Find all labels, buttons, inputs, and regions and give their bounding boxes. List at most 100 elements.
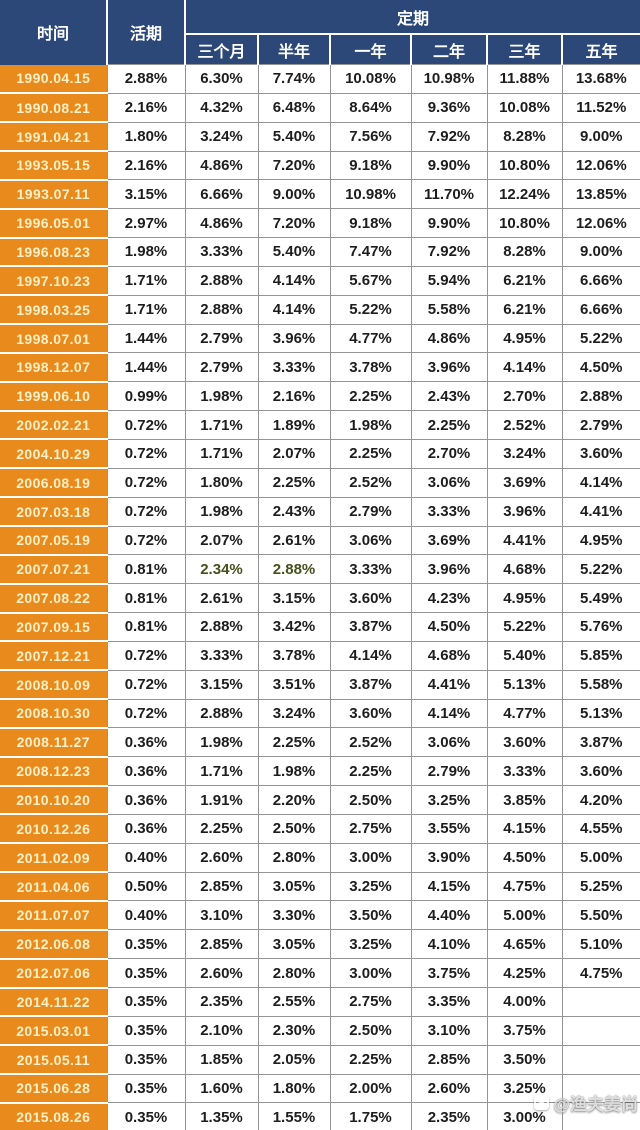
rate-cell: 2.75%: [329, 987, 412, 1017]
rate-cell: 2.88%: [257, 554, 331, 585]
rate-cell: 4.41%: [486, 525, 563, 556]
table-row: 2014.11.22 0.35% 2.35% 2.55% 2.75% 3.35% 4.00%: [0, 987, 640, 1018]
rate-cell: 4.75%: [561, 958, 640, 988]
table-row: 2007.09.15 0.81% 2.88% 3.42% 3.87% 4.50% 5.22%…: [0, 612, 640, 643]
rate-cell: 3.35%: [410, 987, 488, 1017]
rate-cell: 3.60%: [329, 698, 412, 729]
rate-cell: 2.05%: [257, 1044, 331, 1075]
rate-cell: 3.96%: [410, 554, 488, 585]
rate-cell: 3.51%: [257, 669, 331, 700]
rate-cell: 8.28%: [486, 121, 563, 152]
rate-cell: 1.44%: [106, 352, 186, 383]
date-cell: 1996.05.01: [0, 208, 108, 239]
table-row: 2006.08.19 0.72% 1.80% 2.25% 2.52% 3.06% 3.69%…: [0, 467, 640, 499]
col-header-3year: 三年: [486, 34, 562, 65]
rate-cell: 5.58%: [410, 294, 488, 325]
rate-cell: 0.35%: [106, 1044, 186, 1075]
date-cell: 1998.07.01: [0, 324, 108, 354]
rate-cell: 2.85%: [184, 871, 259, 902]
rate-cell: 3.96%: [486, 496, 563, 527]
rate-cell: 2.35%: [184, 987, 259, 1017]
table-row: 2015.06.28 0.35% 1.60% 1.80% 2.00% 2.60% 3.25%: [0, 1073, 640, 1104]
table-row: 1990.04.15 2.88% 6.30% 7.74% 10.08% 10.98% 11.…: [0, 64, 640, 95]
rate-cell: 3.24%: [257, 698, 331, 729]
rate-cell: 4.68%: [410, 640, 488, 671]
rate-cell: 2.88%: [184, 294, 259, 325]
rate-cell: 2.79%: [410, 756, 488, 787]
date-cell: 1990.08.21: [0, 93, 108, 124]
rate-cell: 2.88%: [184, 612, 259, 642]
rate-cell: 2.75%: [329, 813, 412, 844]
rate-cell: 3.10%: [410, 1015, 488, 1046]
date-cell: 2010.12.26: [0, 814, 108, 845]
date-cell: 2007.09.15: [0, 612, 108, 643]
rate-cell: 2.43%: [257, 496, 331, 527]
rate-cell: 3.33%: [410, 496, 488, 527]
rate-cell: 5.00%: [561, 842, 640, 873]
rate-cell: 4.14%: [410, 698, 488, 729]
rate-cell: 0.50%: [106, 871, 186, 902]
rate-cell: 5.40%: [486, 640, 563, 671]
rate-cell: 2.61%: [184, 583, 259, 614]
rate-cell: 1.55%: [257, 1102, 331, 1130]
rate-cell: 2.25%: [329, 381, 412, 412]
date-cell: 2015.08.26: [0, 1102, 108, 1130]
rate-cell: 5.49%: [561, 583, 640, 614]
rate-cell: 0.72%: [106, 640, 186, 671]
rate-cell: 8.28%: [486, 237, 563, 267]
date-cell: 2007.12.21: [0, 641, 108, 672]
rate-cell: [561, 1044, 640, 1075]
rate-cell: 1.35%: [184, 1102, 259, 1130]
rate-cell: 5.10%: [561, 929, 640, 960]
rate-cell: 4.50%: [561, 352, 640, 383]
table-row: 2012.06.08 0.35% 2.85% 3.05% 3.25% 4.10% 4.65%…: [0, 929, 640, 960]
rate-cell: 0.35%: [106, 929, 186, 960]
table-row: 2007.07.21 0.81% 2.34% 2.88% 3.33% 3.96% 4.68%…: [0, 554, 640, 585]
col-header-5year: 五年: [560, 34, 640, 65]
rate-cell: 0.36%: [106, 785, 186, 815]
rate-cell: 2.07%: [184, 525, 259, 556]
rate-cell: 3.60%: [561, 438, 640, 469]
rate-cell: 2.25%: [257, 467, 331, 498]
rate-cell: 9.18%: [329, 208, 412, 239]
rate-cell: 4.14%: [257, 294, 331, 325]
rate-cell: 0.35%: [106, 1015, 186, 1046]
col-header-2year: 二年: [410, 34, 487, 65]
rate-cell: 3.96%: [410, 352, 488, 383]
rate-cell: 3.75%: [410, 958, 488, 988]
rate-cell: 4.25%: [486, 958, 563, 988]
date-cell: 2008.10.09: [0, 670, 108, 701]
rate-cell: 7.20%: [257, 150, 331, 181]
rate-cell: 2.52%: [329, 727, 412, 758]
rate-cell: 1.71%: [106, 294, 186, 325]
rate-cell: 2.60%: [410, 1073, 488, 1104]
rate-cell: 3.25%: [486, 1073, 563, 1104]
rate-cell: 3.25%: [329, 929, 412, 960]
rate-cell: 2.07%: [257, 438, 331, 469]
rate-cell: 2.25%: [329, 438, 412, 469]
table-row: 2011.07.07 0.40% 3.10% 3.30% 3.50% 4.40% 5.00%…: [0, 900, 640, 931]
date-cell: 2012.07.06: [0, 958, 108, 989]
rate-cell: 0.72%: [106, 438, 186, 469]
rate-cell: 7.56%: [329, 121, 412, 152]
rate-cell: 10.98%: [329, 179, 412, 210]
rate-cell: 6.30%: [184, 64, 259, 94]
rate-cell: 0.35%: [106, 1073, 186, 1104]
rate-cell: 0.72%: [106, 525, 186, 556]
rate-cell: 3.25%: [329, 871, 412, 902]
date-cell: 2010.10.20: [0, 785, 108, 816]
rate-cell: 4.95%: [486, 583, 563, 614]
rate-cell: 0.72%: [106, 698, 186, 729]
table-row: 2015.05.11 0.35% 1.85% 2.05% 2.25% 2.85% 3.50%: [0, 1044, 640, 1076]
rate-cell: 11.88%: [486, 64, 563, 94]
rate-cell: 4.32%: [184, 92, 259, 123]
rate-cell: 6.66%: [184, 179, 259, 210]
date-cell: 1993.05.15: [0, 151, 108, 181]
rate-cell: 4.95%: [486, 323, 563, 354]
rate-cell: 3.87%: [561, 727, 640, 758]
rate-cell: 2.50%: [329, 785, 412, 815]
rate-cell: 2.85%: [410, 1044, 488, 1075]
rate-cell: 3.10%: [184, 900, 259, 931]
rate-cell: 3.05%: [257, 871, 331, 902]
rate-cell: 2.52%: [329, 467, 412, 498]
